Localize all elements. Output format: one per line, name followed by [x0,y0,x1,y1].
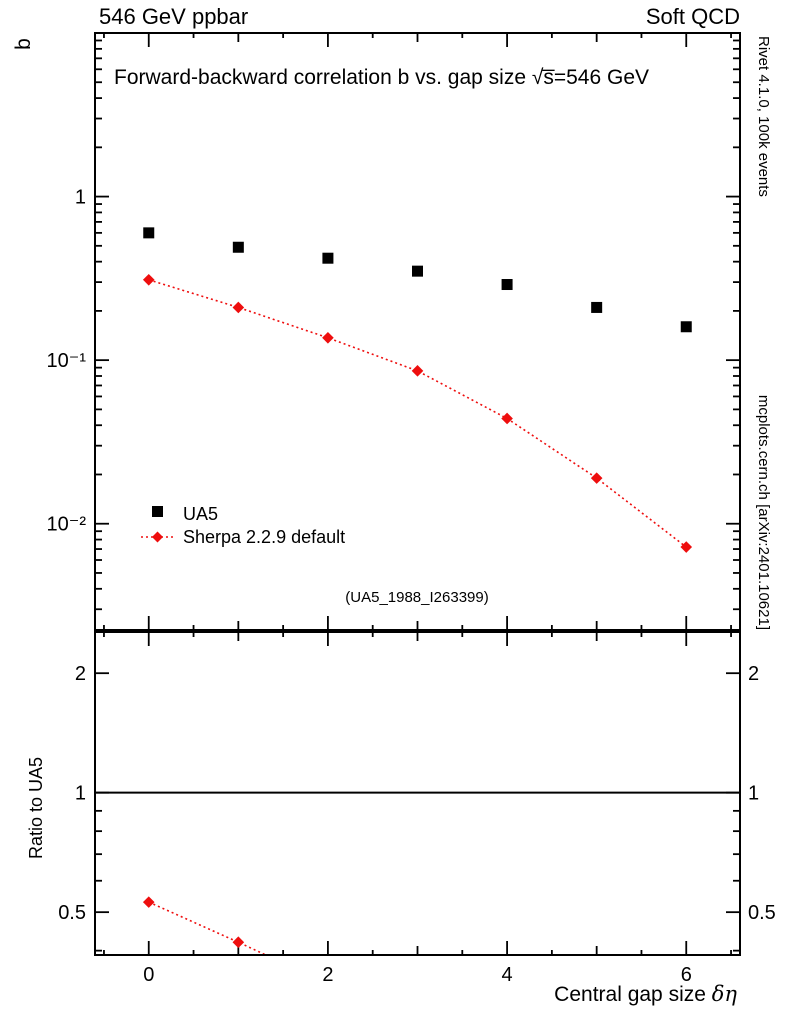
marker-square [680,321,692,333]
plot-title-energy: √s̅=546 GeV [532,66,649,89]
ratio-y-tick-label-right: 0.5 [748,902,776,924]
marker-square [322,252,334,264]
x-tick-label: 4 [502,964,513,986]
plot-title-text: Forward-backward correlation b vs. gap s… [114,66,532,89]
main-y-tick-label: 10⁻² [47,514,87,536]
main-panel-series [142,227,693,553]
analysis-id-label: (UA5_1988_I263399) [345,589,488,606]
legend: UA5 Sherpa 2.2.9 default [141,504,345,547]
ratio-y-tick-label-left: 0.5 [58,902,86,924]
x-axis-title: Central gap size δη [554,982,737,1006]
marker-square [232,241,244,253]
ratio-y-tick-label-left: 1 [75,783,86,805]
marker-square [591,301,603,313]
process-group-label: Soft QCD [646,4,740,29]
main-y-tick-label: 1 [75,187,86,209]
mcplots-arxiv-watermark: mcplots.cern.ch [arXiv:2401.10621] [755,395,772,630]
marker-diamond [142,273,155,286]
rivet-version-watermark: Rivet 4.1.0, 100k events [755,36,772,197]
ratio-y-tick-label-right: 1 [748,783,759,805]
marker-diamond [142,896,155,908]
x-tick-label: 6 [681,964,692,986]
x-axis-title-text: Central gap size [554,983,712,1006]
x-axis-ticks: 0 2 4 6 [103,33,732,986]
legend-item-ua5: UA5 [152,504,218,524]
marker-diamond [232,936,245,949]
marker-diamond [411,365,424,377]
ratio-y-axis-ticks: 0.5 0.5 1 1 2 2 [58,663,776,952]
main-y-tick-label: 10⁻¹ [47,350,87,372]
main-y-axis-title: b [12,38,35,50]
x-axis-title-symbol: δη [712,982,738,1006]
x-tick-label: 0 [143,964,154,986]
legend-marker-diamond [152,531,163,543]
main-y-axis-ticks: 1 10⁻¹ 10⁻² [47,39,740,611]
x-tick-label: 2 [322,964,333,986]
ratio-y-tick-label-left: 2 [75,663,86,685]
legend-label-ua5: UA5 [183,504,218,524]
legend-label-sherpa: Sherpa 2.2.9 default [183,527,345,547]
marker-diamond [590,472,603,484]
marker-diamond [501,412,513,425]
marker-diamond [680,541,693,553]
legend-marker-square [152,506,163,517]
marker-diamond [232,301,245,314]
marker-square [143,227,155,239]
ratio-y-tick-label-right: 2 [748,663,759,685]
marker-diamond [322,331,334,344]
marker-square [412,265,423,277]
plot-title: Forward-backward correlation b vs. gap s… [114,66,649,89]
ratio-panel-series [142,896,266,954]
beam-energy-label: 546 GeV ppbar [99,4,248,29]
ratio-y-axis-title: Ratio to UA5 [26,757,46,859]
series-line-diamond [148,279,687,548]
legend-item-sherpa: Sherpa 2.2.9 default [141,527,345,547]
marker-square [501,279,513,291]
